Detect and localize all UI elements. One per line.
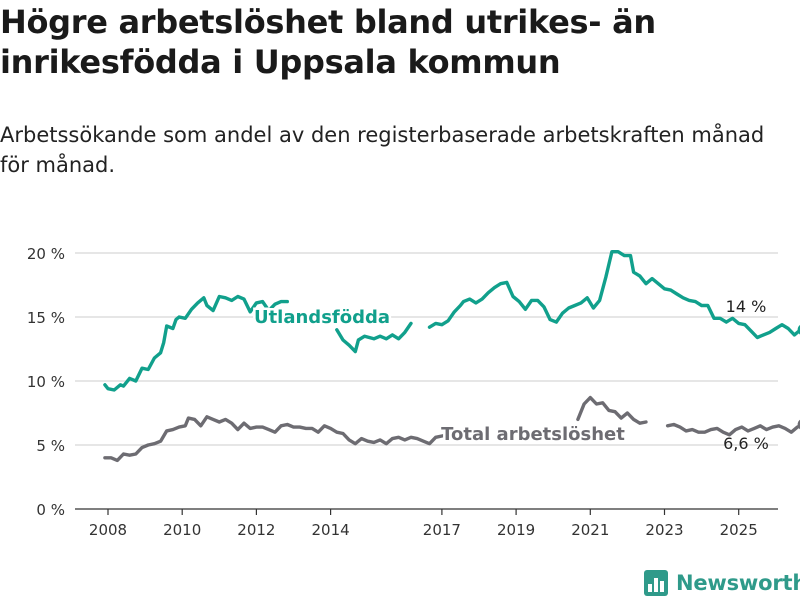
y-axis-ticks: 0 % 5 % 10 % 15 % 20 % [27, 245, 65, 519]
utlandsfodda-line [427, 250, 800, 340]
x-tick-label: 2014 [312, 521, 350, 539]
series-label-total: Total arbetslöshet [441, 424, 625, 445]
series-lines [103, 250, 800, 463]
x-tick-label: 2019 [497, 521, 535, 539]
y-tick-label: 10 % [27, 373, 65, 391]
series-label-utlandsfodda: Utlandsfödda [254, 307, 390, 328]
x-tick-label: 2023 [645, 521, 683, 539]
total-line [103, 415, 463, 463]
gridlines [75, 252, 778, 446]
total-end-point [797, 419, 800, 430]
chart-title: Högre arbetslöshet bland utrikes- än inr… [0, 3, 656, 81]
total-line [576, 395, 648, 425]
x-tick-label: 2012 [237, 521, 275, 539]
x-axis-ticks: 2008 2010 2012 2014 2017 2019 2021 2023 2025 [89, 509, 758, 539]
y-tick-label: 0 % [36, 501, 65, 519]
brand-logo: Newsworthy [644, 568, 800, 598]
x-tick-label: 2008 [89, 521, 127, 539]
x-tick-label: 2021 [571, 521, 609, 539]
x-tick-label: 2010 [163, 521, 201, 539]
x-tick-label: 2017 [423, 521, 461, 539]
x-tick-label: 2025 [720, 521, 758, 539]
utlandsfodda-line [103, 294, 289, 392]
y-tick-label: 20 % [27, 245, 65, 263]
y-tick-label: 15 % [27, 309, 65, 327]
end-value-label-utlandsfodda: 14 % [726, 297, 767, 316]
bar-chart-icon [644, 570, 668, 596]
chart-subtitle: Arbetssökande som andel av den registerb… [0, 123, 765, 177]
end-value-label-total: 6,6 % [723, 434, 769, 453]
brand-name: Newsworthy [676, 571, 800, 595]
line-chart: 0 %5 %10 %15 %20 % 2008 2010 2012 2014 2017 2… [27, 245, 800, 539]
utlandsfodda-line [335, 321, 413, 354]
total-line [665, 422, 800, 437]
series-labels: Utlandsfödda Total arbetslöshet 14 % 6,6 % [251, 297, 769, 453]
utlandsfodda-end-point [797, 325, 800, 335]
y-tick-label: 5 % [36, 437, 65, 455]
